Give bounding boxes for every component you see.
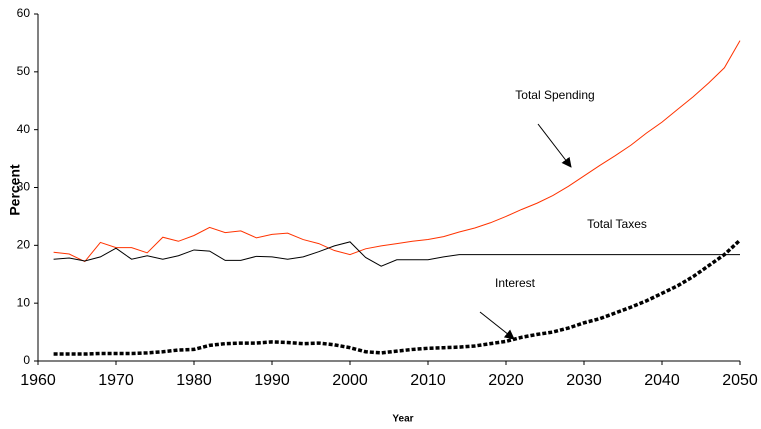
x-tick-label: 2040 [644,372,680,389]
y-tick-label: 10 [17,295,31,309]
x-tick-label: 2000 [332,372,368,389]
y-axis-label: Percent [7,164,23,216]
y-tick-label: 50 [17,64,31,78]
y-tick-label: 40 [17,122,31,136]
series-line [53,40,741,263]
y-tick-label: 30 [17,180,31,194]
series-label: Total Spending [515,88,594,102]
x-tick-label: 2030 [566,372,602,389]
y-tick-label: 60 [17,6,31,20]
x-axis-label: Year [392,414,413,425]
x-tick-label: 1960 [20,372,56,389]
x-tick-label: 2010 [410,372,446,389]
series-label: Total Taxes [587,217,647,231]
x-tick-label: 1990 [254,372,290,389]
x-tick-label: 2050 [722,372,758,389]
x-tick-label: 1980 [176,372,212,389]
y-tick-label: 0 [23,353,30,367]
annotation-arrow [479,311,515,340]
series-line [53,241,740,267]
y-tick-label: 20 [17,238,31,252]
annotation-arrow [537,123,572,168]
x-tick-label: 2020 [488,372,524,389]
series-line [53,238,742,356]
series-label: Interest [495,276,536,290]
x-tick-label: 1970 [98,372,134,389]
